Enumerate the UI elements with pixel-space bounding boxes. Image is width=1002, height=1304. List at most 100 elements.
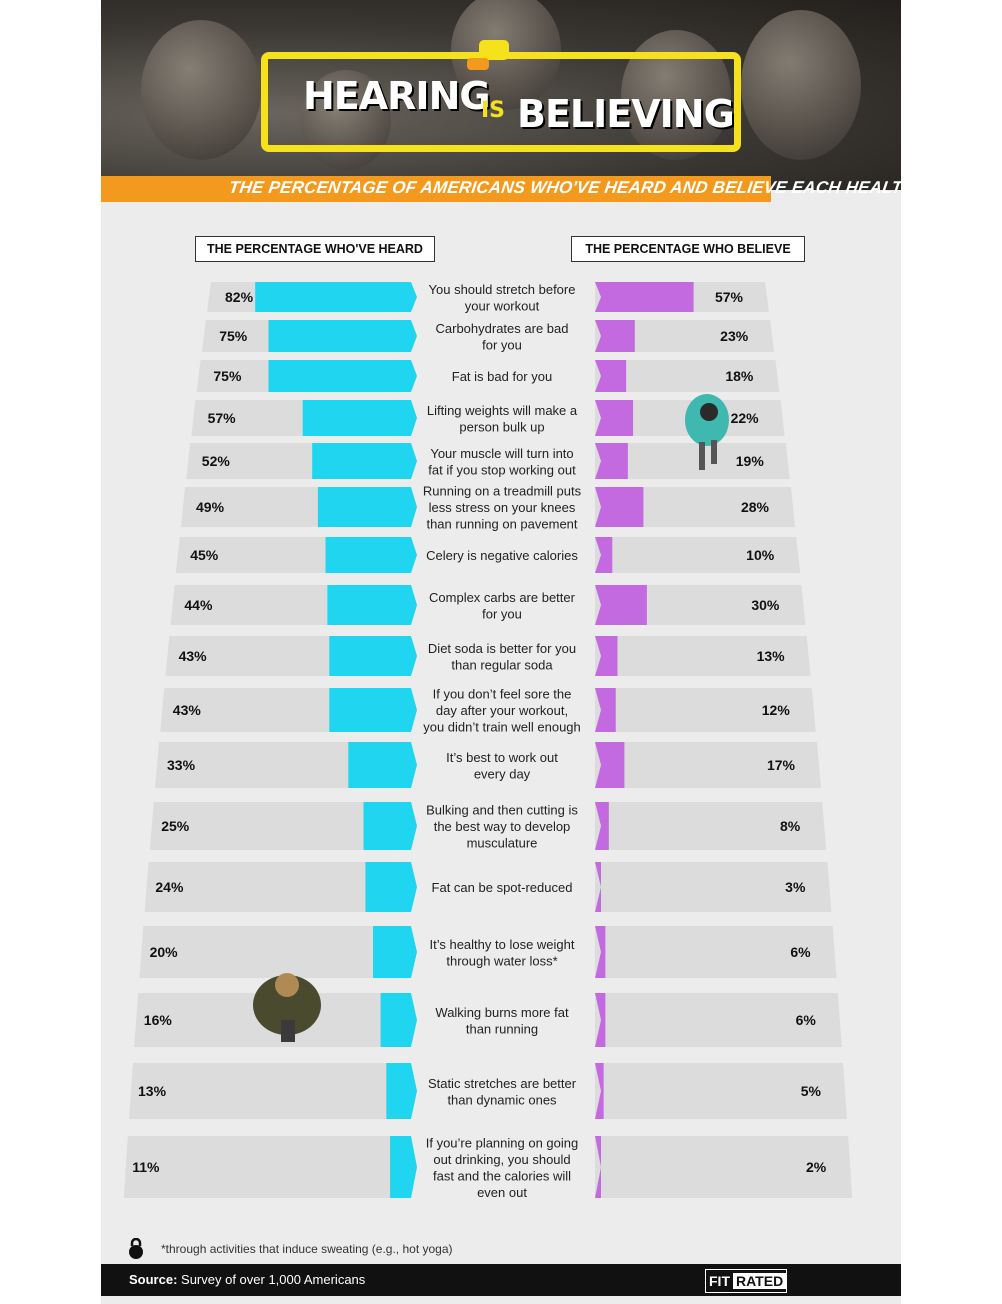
believe-track: [595, 802, 827, 850]
believe-value-label: 3%: [785, 879, 806, 895]
believe-track: [595, 360, 780, 392]
believe-value-label: 2%: [806, 1159, 827, 1175]
myth-label-line: Static stretches are better: [428, 1076, 577, 1091]
believe-value-label: 6%: [796, 1012, 817, 1028]
myth-label-line: even out: [477, 1185, 527, 1200]
heard-track: [155, 742, 411, 788]
source-text: Survey of over 1,000 Americans: [177, 1272, 366, 1287]
legend-heard: THE PERCENTAGE WHO'VE HEARD: [195, 236, 435, 262]
title-word-hearing: HEARING: [303, 74, 491, 118]
myth-label-line: through water loss*: [446, 953, 557, 968]
myth-label-line: for you: [482, 606, 522, 621]
heard-bar: [312, 443, 417, 479]
myth-label-line: Fat can be spot-reduced: [432, 880, 573, 895]
myth-label: Lifting weights will make a person bulk u…: [427, 403, 578, 435]
believe-bar: [595, 400, 634, 436]
myth-label: Fat can be spot-reduced: [432, 880, 573, 895]
heard-value-label: 43%: [173, 702, 202, 718]
heard-value-label: 20%: [150, 944, 179, 960]
myth-label-line: Your muscle will turn into: [430, 446, 573, 461]
believe-value-label: 22%: [731, 410, 760, 426]
heard-value-label: 13%: [138, 1083, 167, 1099]
footnote: *through activities that induce sweating…: [161, 1242, 453, 1256]
heard-value-label: 25%: [161, 818, 190, 834]
myth-label: If you’re planning on going out drinking,…: [426, 1135, 579, 1200]
believe-bar: [595, 742, 625, 788]
title-word-believing: BELIEVING: [517, 92, 735, 136]
believe-value-label: 8%: [780, 818, 801, 834]
myth-label-line: you didn’t train well enough: [423, 720, 581, 735]
believe-value-label: 23%: [720, 328, 749, 344]
myth-label-line: You should stretch before: [429, 282, 576, 297]
myth-label-line: person bulk up: [459, 419, 544, 434]
source-line: Source: Survey of over 1,000 Americans: [129, 1272, 365, 1287]
myth-label-line: out drinking, you should: [433, 1152, 570, 1167]
heard-bar: [365, 862, 417, 912]
heard-bar: [255, 282, 417, 312]
myth-label-line: Fat is bad for you: [452, 369, 552, 384]
heard-track: [123, 1136, 412, 1198]
chart-area: 82% 57% You should stretch before your work…: [123, 282, 853, 1200]
myth-label-line: It’s best to work out: [446, 750, 558, 765]
fitrated-logo: FIT RATED: [705, 1269, 788, 1293]
lifter-figure-icon: [253, 973, 321, 1042]
myth-label: If you don’t feel sore the day after your…: [423, 687, 581, 735]
believe-track: [595, 1136, 853, 1198]
heard-value-label: 49%: [196, 499, 225, 515]
myth-label-line: than dynamic ones: [447, 1092, 557, 1107]
title-word-is: IS: [481, 98, 506, 123]
believe-track: [595, 862, 832, 912]
subtitle-band: [101, 176, 771, 202]
believe-bar: [595, 282, 694, 312]
believe-value-label: 17%: [767, 757, 796, 773]
heard-value-label: 44%: [184, 597, 213, 613]
believe-bar: [595, 487, 644, 527]
heard-track: [139, 926, 411, 978]
heard-track: [144, 862, 411, 912]
source-label: Source:: [129, 1272, 178, 1287]
myth-label-line: fast and the calories will: [433, 1168, 571, 1183]
myth-label: Diet soda is better for you than regular …: [428, 641, 576, 673]
myth-label: It’s best to work out every day: [446, 750, 558, 782]
believe-track: [595, 993, 842, 1047]
heard-track: [129, 1063, 411, 1119]
heard-bar: [327, 585, 417, 625]
heard-value-label: 75%: [213, 368, 242, 384]
believe-value-label: 57%: [715, 289, 744, 305]
myth-label: Bulking and then cutting is the best way …: [426, 803, 578, 851]
myth-label-line: less stress on your knees: [429, 500, 576, 515]
heard-bar: [380, 993, 417, 1047]
myth-label-line: If you’re planning on going: [426, 1135, 579, 1150]
believe-bar: [595, 360, 627, 392]
myth-label: Static stretches are better than dynamic …: [428, 1076, 577, 1108]
heard-bar: [329, 636, 417, 676]
believe-value-label: 13%: [757, 648, 786, 664]
believe-track: [595, 585, 806, 625]
believe-bar: [595, 320, 635, 352]
legend-believe: THE PERCENTAGE WHO BELIEVE: [571, 236, 805, 262]
believe-track: [595, 443, 790, 479]
hero-photo: [101, 0, 901, 190]
believe-value-label: 6%: [790, 944, 811, 960]
heard-value-label: 45%: [190, 547, 219, 563]
believe-bar: [595, 862, 601, 912]
infographic: HEARING IS BELIEVING THE PERCENTAGE OF A…: [101, 0, 901, 1304]
believe-value-label: 28%: [741, 499, 770, 515]
myth-label-line: fat if you stop working out: [428, 462, 576, 477]
believe-value-label: 10%: [746, 547, 775, 563]
believe-bar: [595, 688, 616, 732]
speech-bubble-small-icon: [467, 58, 489, 70]
believe-track: [595, 926, 837, 978]
speech-bubble-icon: [479, 40, 509, 60]
believe-track: [595, 1063, 847, 1119]
heard-value-label: 75%: [219, 328, 248, 344]
kettlebell-icon: [129, 1238, 143, 1259]
myth-label-line: Celery is negative calories: [426, 548, 578, 563]
myth-label: You should stretch before your workout: [429, 282, 576, 314]
heard-value-label: 52%: [202, 453, 231, 469]
myth-label: Carbohydrates are bad for you: [436, 321, 569, 353]
heard-bar: [390, 1136, 417, 1198]
myth-label-line: every day: [474, 766, 531, 781]
heard-value-label: 82%: [225, 289, 254, 305]
believe-track: [595, 487, 795, 527]
